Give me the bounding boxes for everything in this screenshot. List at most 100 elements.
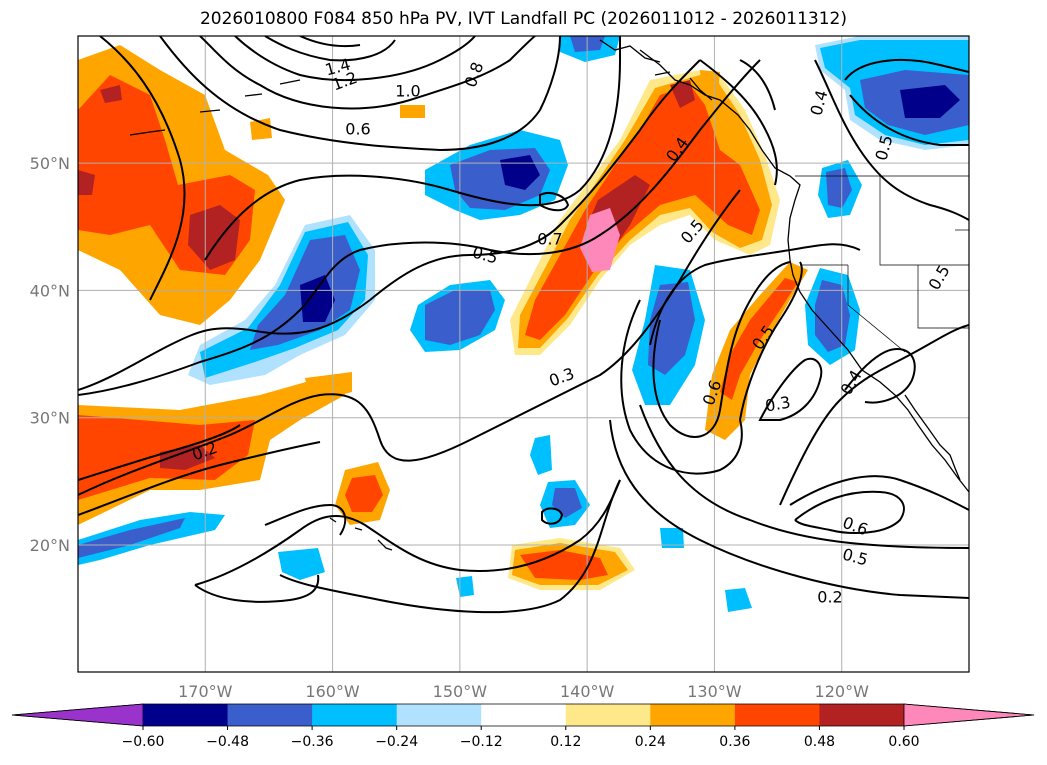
colorbar-segment (143, 704, 229, 726)
pv-contour (844, 348, 916, 404)
pv-contour (779, 324, 969, 506)
political-boundaries (795, 175, 969, 353)
pv-contour (78, 441, 321, 516)
pv-contours (78, 36, 969, 614)
state-boundary (847, 265, 906, 353)
contour-value-label: 0.5 (841, 545, 871, 570)
negative-pv-region (278, 548, 325, 580)
pv-contour (264, 503, 347, 536)
colorbar-segment (819, 704, 905, 726)
pv-contour (639, 404, 969, 549)
positive-pv-region (700, 70, 720, 95)
latitude-label: 50°N (30, 154, 70, 173)
colorbar-tick-label: −0.12 (460, 734, 503, 750)
map-frame (77, 35, 970, 673)
positive-pv-region (580, 208, 620, 272)
colorbar-segment (312, 704, 398, 726)
negative-pv-region (78, 512, 225, 565)
latitude-label: 20°N (30, 536, 70, 555)
coastline-islands (599, 39, 713, 101)
contour-value-label: 0.6 (840, 513, 870, 540)
contour-value-label: 0.3 (764, 392, 792, 415)
pv-contour (620, 299, 743, 475)
longitude-label: 150°W (433, 682, 488, 701)
longitude-label: 120°W (815, 682, 870, 701)
negative-pv-region (900, 85, 960, 118)
pv-contour (78, 424, 241, 481)
coastlines (129, 39, 969, 551)
pv-contour (789, 475, 969, 511)
pv-contour (649, 243, 861, 346)
positive-pv-region (670, 80, 695, 108)
contour-value-label: 0.6 (345, 120, 370, 139)
pv-contour (204, 36, 621, 261)
pv-contour (739, 59, 776, 111)
pv-contour (194, 574, 320, 603)
latitude-labels: 50°N 40°N 30°N 20°N (30, 154, 70, 555)
contour-value-label: 0.5 (925, 262, 954, 294)
coastline-north-america (639, 49, 969, 493)
pv-contour (652, 261, 791, 438)
pv-contour (194, 479, 621, 586)
pv-contour (849, 94, 969, 146)
pv-contour (78, 59, 701, 391)
state-boundary (917, 265, 969, 329)
colorbar-tick-label: −0.60 (122, 734, 165, 750)
colorbar-tick-label: 0.12 (550, 734, 581, 750)
contour-value-label: 0.4 (807, 88, 832, 118)
pv-contour (541, 507, 564, 525)
contour-value-label: 0.5 (471, 243, 501, 268)
positive-pv-region (345, 475, 383, 512)
latitude-label: 40°N (30, 281, 70, 300)
pv-contour (99, 36, 186, 301)
negative-pv-region (300, 275, 335, 322)
longitude-labels: 170°W 160°W 150°W 140°W 130°W 120°W (178, 682, 869, 701)
colorbar-tick-label: −0.24 (375, 734, 418, 750)
longitude-label: 160°W (305, 682, 360, 701)
negative-pv-region (725, 588, 752, 612)
state-boundary (879, 176, 969, 266)
colorbar-tick-label: −0.36 (291, 734, 334, 750)
colorbar-segment (734, 704, 820, 726)
colorbar-tick-label: 0.24 (635, 734, 666, 750)
contour-value-label: 0.8 (461, 59, 488, 89)
colorbar-segment (481, 704, 567, 726)
pv-contour (794, 490, 905, 534)
colorbar-tick-label: 0.60 (888, 734, 919, 750)
positive-pv-region (720, 278, 798, 400)
positive-pv-region (525, 85, 760, 340)
longitude-label: 140°W (560, 682, 615, 701)
negative-pv-region (530, 435, 552, 475)
positive-pv-region (78, 170, 95, 195)
negative-pv-region (826, 168, 852, 208)
contour-value-label: 0.2 (817, 588, 842, 607)
pv-contour (844, 59, 969, 81)
negative-pv-region (648, 282, 695, 375)
positive-pv-region (520, 550, 608, 580)
negative-pv-region (660, 528, 684, 548)
positive-pv-region (188, 205, 240, 270)
pv-contour (78, 59, 761, 396)
pv-contour (264, 36, 396, 62)
pv-contour (199, 36, 536, 110)
pv-shading (78, 36, 969, 612)
colorbar-segment (396, 704, 482, 726)
colorbar-tick-label: −0.48 (206, 734, 249, 750)
pv-contour (758, 357, 823, 421)
map-title: 2026010800 F084 850 hPa PV, IVT Landfall… (199, 9, 847, 29)
colorbar: −0.60 −0.48 −0.36 −0.24 −0.12 0.12 0.24 0.36 0.4… (11, 703, 1035, 750)
coastline-baja (904, 394, 961, 481)
positive-pv-region (400, 105, 425, 118)
colorbar-extend-high (903, 703, 1035, 727)
pv-contour (159, 36, 561, 152)
hawaii-islands (329, 517, 393, 551)
pv-contour (234, 36, 476, 81)
colorbar-tick-label: 0.48 (804, 734, 835, 750)
colorbar-tick-label: 0.36 (719, 734, 750, 750)
longitude-label: 170°W (178, 682, 233, 701)
pv-contour (279, 479, 621, 614)
contour-value-label: 0.3 (546, 364, 576, 391)
aleutian-islands (129, 79, 301, 136)
positive-pv-region (250, 118, 272, 140)
